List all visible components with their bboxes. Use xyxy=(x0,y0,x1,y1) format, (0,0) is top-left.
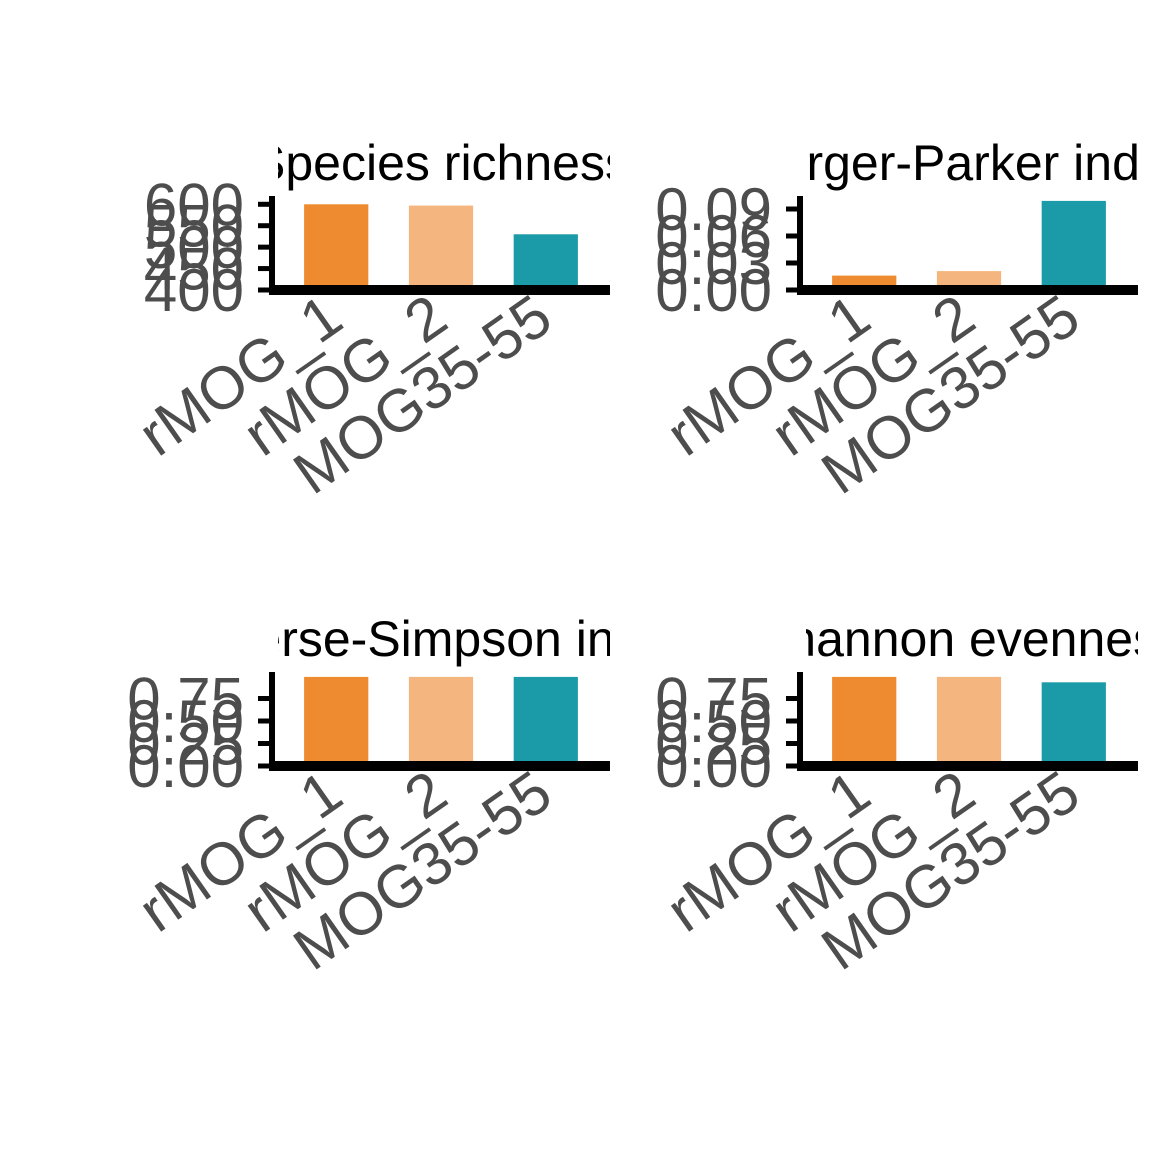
chart-panel-4: Shannon evenness0.000.250.500.75rMOG_1rM… xyxy=(655,611,1152,983)
y-tick-label: 0.00 xyxy=(655,733,772,800)
bar-mog35-55 xyxy=(513,676,578,766)
bar-rmog-1 xyxy=(304,204,369,290)
bar-mog35-55 xyxy=(513,234,578,290)
y-tick-label: 0.50 xyxy=(127,688,244,755)
bar-rmog-2 xyxy=(936,676,1002,766)
panel-title: Species richness xyxy=(252,135,630,191)
chart-panel-2: Berger-Parker index0.000.030.060.09rMOG_… xyxy=(655,135,1152,507)
y-tick-label: 550 xyxy=(144,193,244,260)
y-tick-label: 500 xyxy=(144,214,244,281)
chart-panel-3: Inverse-Simpson index0.000.250.500.75rMO… xyxy=(127,611,696,983)
bar-rmog-2 xyxy=(408,205,474,290)
y-tick-label: 0.75 xyxy=(655,666,772,733)
y-tick-label: 0.06 xyxy=(655,203,772,270)
chart-panel-1: Species richness400450500550600rMOG_1rMO… xyxy=(127,135,630,507)
bar-mog35-55 xyxy=(1041,200,1106,290)
bar-mog35-55 xyxy=(1041,682,1106,766)
panel-title: Shannon evenness xyxy=(755,611,1152,667)
y-tick-label: 0.00 xyxy=(127,733,244,800)
panel-title: Inverse-Simpson index xyxy=(187,611,696,667)
bar-rmog-1 xyxy=(304,676,369,766)
y-tick-label: 0.00 xyxy=(655,257,772,324)
y-tick-label: 0.50 xyxy=(655,688,772,755)
y-tick-label: 0.03 xyxy=(655,230,772,297)
bar-rmog-1 xyxy=(832,676,897,766)
panel-title: Berger-Parker index xyxy=(745,135,1152,191)
y-tick-label: 0.25 xyxy=(127,711,244,778)
bar-rmog-2 xyxy=(408,676,474,766)
y-tick-label: 0.75 xyxy=(127,666,244,733)
y-tick-label: 0.25 xyxy=(655,711,772,778)
y-tick-label: 600 xyxy=(144,171,244,238)
y-tick-label: 450 xyxy=(144,236,244,303)
y-tick-label: 0.09 xyxy=(655,176,772,243)
y-tick-label: 400 xyxy=(144,257,244,324)
